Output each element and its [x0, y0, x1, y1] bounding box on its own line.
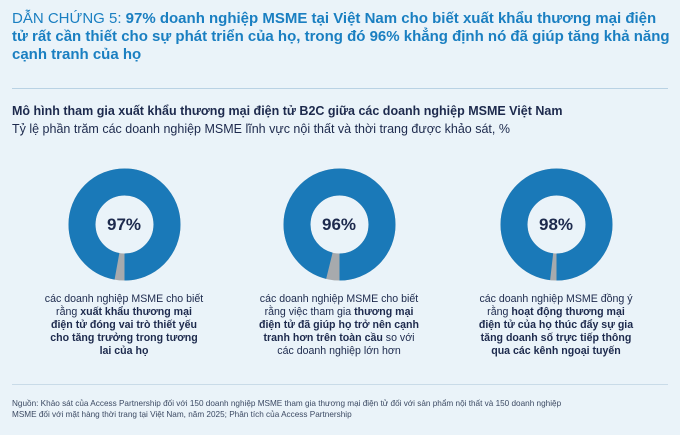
donut-value-slice	[68, 168, 180, 281]
caption-bold-text: thương mại điện tử đã giúp họ trở nên cạ…	[259, 306, 419, 344]
headline-text: 97% doanh nghiệp MSME tại Việt Nam cho b…	[12, 10, 670, 63]
caption-text: các doanh nghiệp MSME cho biết rằng	[44, 293, 204, 318]
donut-2: 96%	[283, 168, 396, 281]
donut-svg	[68, 168, 180, 281]
caption-text: các doanh nghiệp MSME cho biết rằng việc…	[259, 293, 419, 318]
footer-divider	[12, 384, 668, 385]
caption-bold-text: xuất khẩu thương mại điện tử đóng vai tr…	[50, 306, 198, 357]
header-divider	[12, 88, 668, 89]
caption-text: so với các doanh nghiệp lớn hơn	[277, 332, 415, 357]
headline-prefix: DẪN CHỨNG 5:	[12, 10, 126, 27]
donut-svg	[500, 168, 612, 281]
donut-percent-label: 96%	[321, 214, 357, 234]
chart-subtitle: Tỷ lệ phần trăm các doanh nghiệp MSME lĩ…	[12, 122, 510, 136]
donut-caption-1: các doanh nghiệp MSME cho biết rằng xuất…	[44, 293, 204, 358]
donut-value-slice	[500, 168, 612, 281]
source-note: Nguồn: Khảo sát của Access Partnership đ…	[12, 399, 562, 419]
chart-title: Mô hình tham gia xuất khẩu thương mại đi…	[12, 104, 563, 118]
donut-caption-2: các doanh nghiệp MSME cho biết rằng việc…	[259, 293, 419, 358]
donut-value-slice	[283, 168, 395, 281]
caption-text: các doanh nghiệp MSME đồng ý rằng	[479, 293, 633, 318]
donut-svg	[283, 168, 395, 281]
caption-bold-text: hoạt động thương mại điện tử của họ thúc…	[478, 306, 634, 357]
donut-percent-label: 97%	[106, 214, 142, 234]
headline: DẪN CHỨNG 5: 97% doanh nghiệp MSME tại V…	[12, 10, 672, 64]
donut-1: 97%	[68, 168, 181, 281]
donut-percent-label: 98%	[538, 214, 574, 234]
donut-caption-3: các doanh nghiệp MSME đồng ý rằng hoạt đ…	[476, 293, 636, 358]
donut-3: 98%	[500, 168, 613, 281]
